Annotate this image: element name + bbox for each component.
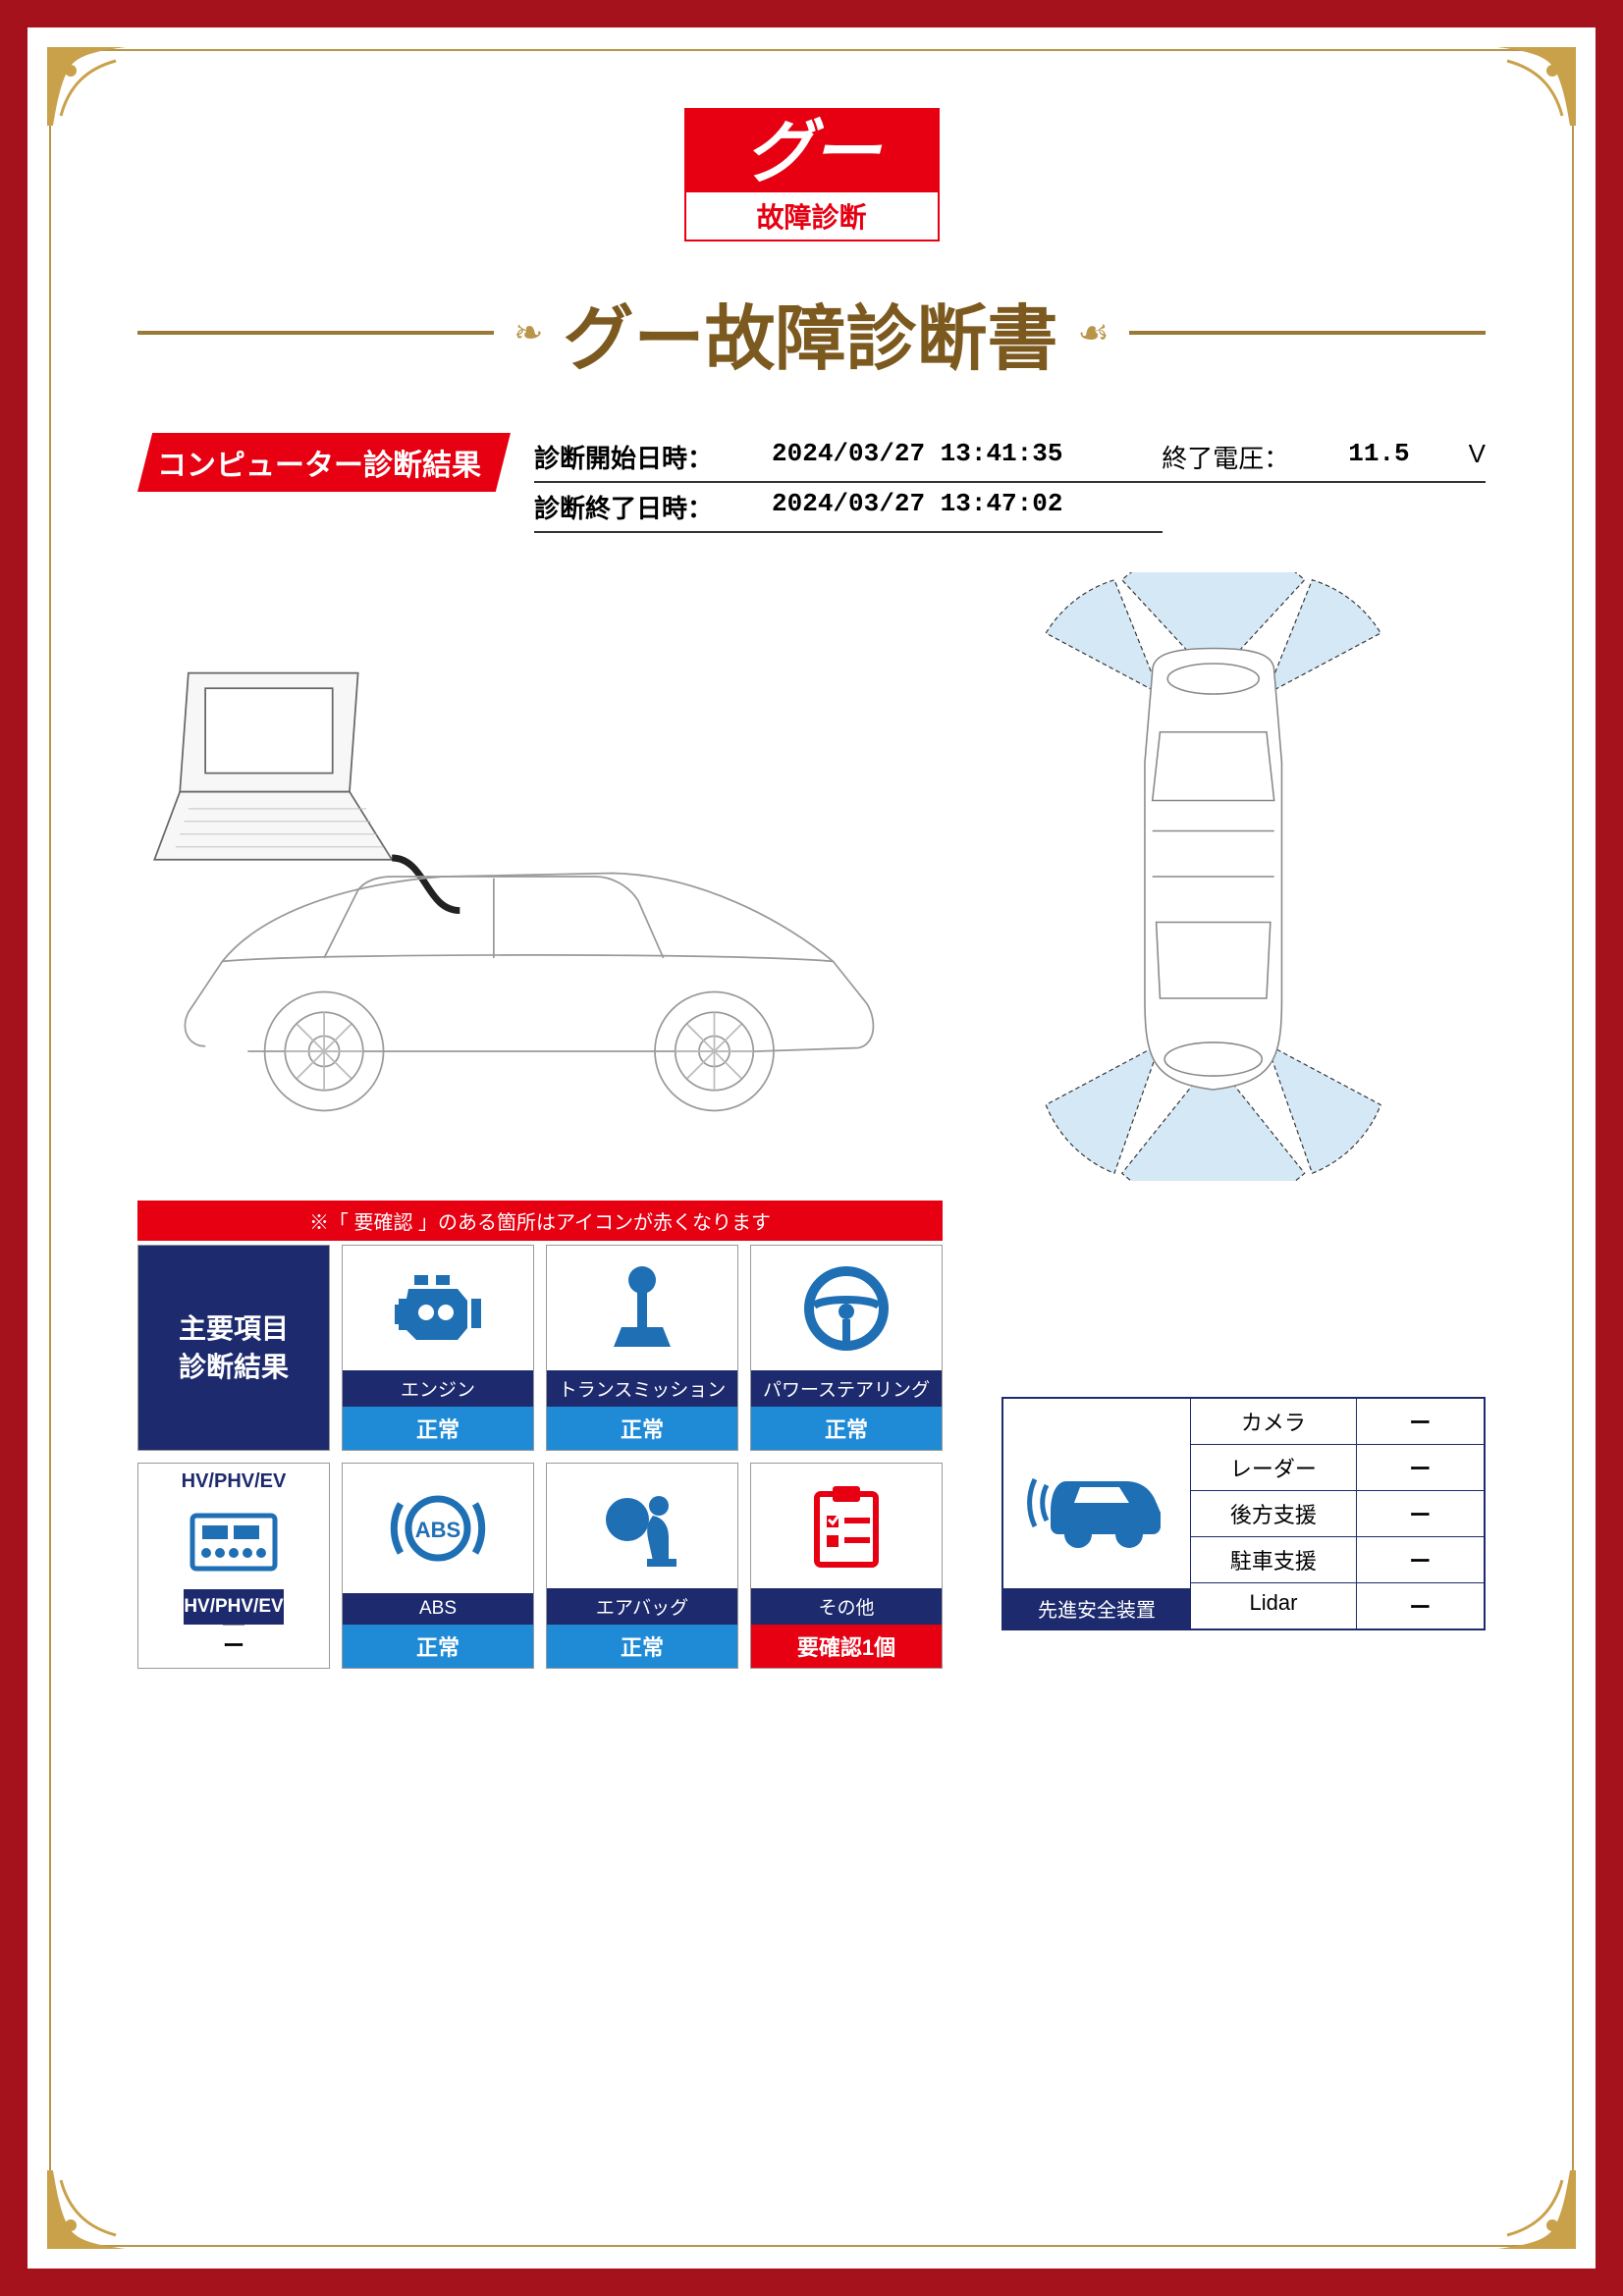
meta-block: 診断開始日時： 2024/03/27 13:41:35 終了電圧： 11.5 V…	[534, 433, 1486, 533]
notice-bar: ※「 要確認 」のある箇所はアイコンが赤くなります	[137, 1201, 943, 1241]
tile-label: HV/PHV/EV	[184, 1589, 283, 1626]
brand-logo: グー 故障診断	[684, 108, 940, 241]
tile-status: ー	[223, 1625, 244, 1668]
tile-header-text: 主要項目 診断結果	[179, 1309, 289, 1386]
car-side-diagram	[137, 572, 901, 1181]
tile-status: 要確認1個	[751, 1625, 942, 1668]
section-band-row: コンピューター診断結果 診断開始日時： 2024/03/27 13:41:35 …	[137, 433, 1486, 533]
document-title: グー故障診断書	[563, 281, 1057, 384]
tile-other: その他 要確認1個	[750, 1463, 943, 1669]
tile-status: 正常	[547, 1407, 737, 1450]
meta-start-value: 2024/03/27 13:41:35	[772, 439, 1062, 475]
abs-icon: ABS	[343, 1464, 533, 1593]
car-top-diagram	[941, 572, 1486, 1181]
title-row: ❧ グー故障診断書 ☙	[137, 281, 1486, 384]
meta-volt-value: 11.5	[1348, 439, 1409, 475]
ev-ecu-icon	[185, 1495, 283, 1589]
title-rule-left	[137, 331, 494, 335]
safety-val: ー	[1357, 1491, 1484, 1536]
diagram-row	[137, 572, 1486, 1181]
car-sensor-icon	[1003, 1399, 1190, 1588]
tile-header-main: 主要項目 診断結果	[137, 1245, 330, 1451]
flourish-right-icon: ☙	[1077, 312, 1109, 353]
safety-box: 先進安全装置 カメラー レーダーー 後方支援ー 駐車支援ー Lidarー	[1001, 1397, 1486, 1630]
logo-top-text: グー	[684, 108, 940, 192]
tile-label: エンジン	[343, 1370, 533, 1407]
tile-status: 正常	[547, 1625, 737, 1668]
airbag-icon	[547, 1464, 737, 1588]
safety-caption: 先進安全装置	[1003, 1588, 1190, 1629]
clipboard-check-icon	[751, 1464, 942, 1588]
meta-volt-unit: V	[1469, 439, 1486, 475]
safety-val: ー	[1357, 1399, 1484, 1444]
tile-abs: ABS ABS 正常	[342, 1463, 534, 1669]
safety-val: ー	[1357, 1583, 1484, 1629]
tile-power-steering: パワーステアリング 正常	[750, 1245, 943, 1451]
safety-table: カメラー レーダーー 後方支援ー 駐車支援ー Lidarー	[1190, 1399, 1484, 1629]
tile-label: パワーステアリング	[751, 1370, 942, 1407]
tile-airbag: エアバッグ 正常	[546, 1463, 738, 1669]
tile-status: 正常	[343, 1625, 533, 1668]
safety-key: レーダー	[1190, 1445, 1357, 1490]
meta-end-label: 診断終了日時：	[534, 489, 713, 525]
tile-status: 正常	[751, 1407, 942, 1450]
safety-key: 駐車支援	[1190, 1537, 1357, 1582]
meta-line-start: 診断開始日時： 2024/03/27 13:41:35 終了電圧： 11.5 V	[534, 433, 1486, 483]
title-rule-right	[1129, 331, 1486, 335]
safety-key: 後方支援	[1190, 1491, 1357, 1536]
safety-val: ー	[1357, 1445, 1484, 1490]
safety-key: Lidar	[1190, 1583, 1357, 1629]
tile-header-hv: HV/PHV/EV HV/PHV/EV ー	[137, 1463, 330, 1669]
flourish-left-icon: ❧	[514, 312, 543, 353]
tile-label: ABS	[343, 1593, 533, 1625]
meta-end-value: 2024/03/27 13:47:02	[772, 489, 1062, 525]
steering-wheel-icon	[751, 1246, 942, 1370]
tile-status: 正常	[343, 1407, 533, 1450]
hv-header-top: HV/PHV/EV	[182, 1464, 287, 1495]
logo-bottom-text: 故障診断	[684, 192, 940, 241]
meta-volt-label: 終了電圧：	[1162, 439, 1289, 475]
svg-text:ABS: ABS	[415, 1518, 460, 1542]
tile-label: その他	[751, 1588, 942, 1625]
grid-area: ※「 要確認 」のある箇所はアイコンが赤くなります 主要項目 診断結果 エンジン…	[137, 1201, 1486, 1669]
safety-key: カメラ	[1190, 1399, 1357, 1444]
transmission-icon	[547, 1246, 737, 1370]
tile-label: エアバッグ	[547, 1588, 737, 1625]
safety-val: ー	[1357, 1537, 1484, 1582]
tiles-block: ※「 要確認 」のある箇所はアイコンが赤くなります 主要項目 診断結果 エンジン…	[137, 1201, 943, 1669]
tile-label: トランスミッション	[547, 1370, 737, 1407]
meta-start-label: 診断開始日時：	[534, 439, 713, 475]
meta-line-end: 診断終了日時： 2024/03/27 13:47:02	[534, 483, 1163, 533]
section-band-label: コンピューター診断結果	[137, 433, 511, 492]
engine-icon	[343, 1246, 533, 1370]
tile-engine: エンジン 正常	[342, 1245, 534, 1451]
tile-transmission: トランスミッション 正常	[546, 1245, 738, 1451]
